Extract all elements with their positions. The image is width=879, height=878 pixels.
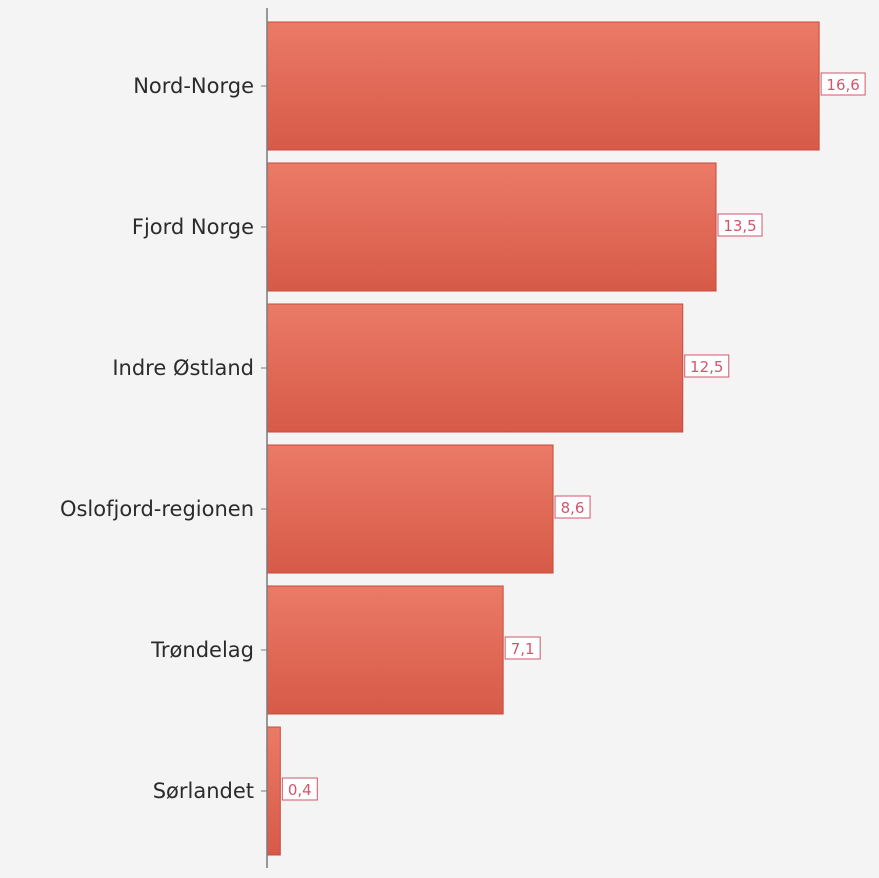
axis-group [261,8,268,868]
value-label-box-0 [820,72,866,96]
value-label-text-5: 0,4 [288,781,312,799]
value-label-text-3: 8,6 [561,499,585,517]
value-label-4: 7,1 [504,636,541,660]
category-label-2: Indre Østland [112,356,254,380]
value-label-box-3 [554,495,591,519]
value-label-2: 12,5 [684,354,730,378]
bar-4 [266,585,504,715]
value-label-box-5 [281,777,318,801]
value-label-text-4: 7,1 [511,640,535,658]
bars-group [266,21,820,856]
bar-5 [266,726,281,856]
value-label-1: 13,5 [717,213,763,237]
category-label-3: Oslofjord-regionen [60,497,254,521]
bar-2 [266,303,684,433]
value-label-0: 16,6 [820,72,866,96]
value-label-text-1: 13,5 [723,217,756,235]
labels-group: Nord-Norge 16,6 Fjord Norge 13,5 Indre Østla… [60,72,866,803]
value-label-5: 0,4 [281,777,318,801]
category-label-5: Sørlandet [153,779,254,803]
value-label-text-0: 16,6 [826,76,859,94]
bar-1 [266,162,717,292]
category-label-1: Fjord Norge [132,215,254,239]
category-label-4: Trøndelag [150,638,254,662]
value-label-box-1 [717,213,763,237]
value-label-box-2 [684,354,730,378]
value-label-box-4 [504,636,541,660]
bar-0 [266,21,820,151]
value-label-text-2: 12,5 [690,358,723,376]
category-label-0: Nord-Norge [133,74,254,98]
value-label-3: 8,6 [554,495,591,519]
bar-3 [266,444,554,574]
